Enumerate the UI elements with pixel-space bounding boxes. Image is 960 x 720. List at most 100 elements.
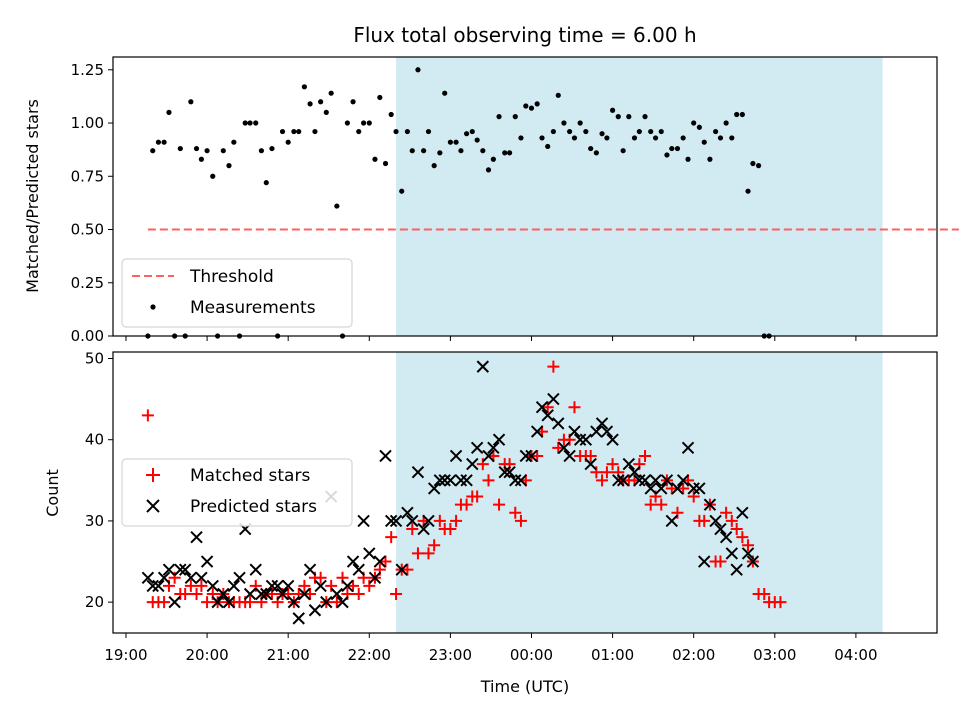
predicted-star-marker (422, 514, 435, 528)
x-tick-label: 04:00 (834, 646, 877, 664)
predicted-star-marker (730, 563, 743, 576)
predicted-star-marker (249, 563, 262, 576)
measurement-point (680, 135, 686, 141)
matched-star-marker (509, 506, 522, 519)
measurement-point (231, 139, 237, 145)
measurement-point (404, 128, 411, 135)
measurement-point (626, 114, 632, 120)
predicted-star-marker (190, 530, 203, 544)
predicted-star-marker (227, 579, 241, 593)
matched-star-marker (141, 409, 154, 422)
measurement-point (464, 131, 470, 137)
predicted-star-marker (541, 409, 554, 422)
matched-star-marker (600, 466, 613, 479)
predicted-star-marker (449, 449, 463, 463)
count-axes-frame (112, 351, 938, 634)
x-tick-label: 03:00 (753, 646, 796, 664)
measurement-point (615, 114, 621, 120)
y-tick-label: 20 (85, 593, 104, 611)
measurement-point (263, 180, 269, 186)
measurement-point (620, 148, 626, 154)
measurement-point (583, 128, 589, 135)
predicted-star-marker (665, 514, 679, 528)
ratio-panel: 0.00 0.25 0.50 0.75 1.00 1.25 Matched/Predict… (23, 56, 959, 345)
predicted-star-marker (671, 482, 684, 495)
predicted-star-marker (719, 530, 733, 544)
predicted-star-marker (736, 506, 749, 520)
predicted-star-marker (217, 587, 230, 601)
predicted-star-marker (379, 449, 392, 463)
predicted-star-marker (709, 514, 722, 528)
x-tick-label: 21:00 (267, 646, 310, 664)
predicted-star-marker (211, 595, 224, 609)
measurement-point (193, 145, 200, 152)
measurement-point (269, 145, 275, 152)
predicted-star-marker (233, 571, 246, 584)
predicted-star-marker (363, 547, 376, 560)
matched-star-marker (714, 555, 727, 568)
predicted-star-marker (514, 474, 528, 487)
measurement-point (528, 105, 535, 111)
measurement-point (253, 120, 259, 126)
measurement-point (604, 135, 610, 141)
predicted-star-marker (308, 604, 322, 617)
measurement-point (729, 135, 735, 141)
measurement-point (318, 99, 324, 105)
predicted-star-marker (628, 465, 641, 479)
predicted-star-marker (703, 498, 717, 511)
matched-star-marker (742, 539, 755, 552)
measurement-point (312, 128, 318, 135)
measurement-point (437, 150, 443, 156)
measurement-point (204, 148, 210, 154)
measurement-point (550, 128, 556, 135)
predicted-star-marker (427, 482, 441, 495)
predicted-star-marker (200, 555, 214, 568)
count-y-ticks: 20 30 40 50 (85, 349, 113, 611)
measurement-point (377, 94, 383, 101)
predicted-star-marker (698, 555, 711, 568)
measurement-point (648, 128, 654, 135)
matched-star-marker (411, 547, 424, 560)
measurement-point (356, 128, 362, 135)
measurement-point (723, 120, 729, 126)
measurement-point (717, 135, 724, 141)
predicted-star-marker (411, 465, 425, 479)
measurement-point (258, 148, 265, 154)
matched-star-marker (482, 474, 495, 487)
measurement-point (291, 128, 297, 135)
measurement-point (421, 148, 427, 154)
matched-star-marker (249, 579, 262, 592)
predicted-star-marker (146, 579, 159, 593)
measurement-point (523, 103, 529, 109)
measurement-point (334, 203, 340, 209)
predicted-star-marker (460, 474, 473, 487)
y-tick-label: 0.00 (71, 327, 104, 345)
predicted-star-marker (168, 595, 181, 609)
predicted-star-marker (741, 547, 755, 560)
predicted-star-marker (606, 433, 619, 446)
predicted-star-marker (482, 449, 495, 463)
matched-star-marker (774, 596, 787, 609)
measurement-point (631, 135, 638, 141)
predicted-star-marker (660, 474, 674, 487)
matched-star-marker (428, 539, 441, 552)
measurement-point (674, 145, 681, 152)
measurement-point (750, 160, 756, 167)
matched-star-marker (590, 466, 603, 479)
x-tick-label: 23:00 (429, 646, 472, 664)
predicted-star-marker (162, 563, 176, 576)
matched-star-marker (541, 401, 554, 414)
measurement-point (161, 139, 167, 145)
matched-star-marker (687, 490, 700, 503)
predicted-star-marker (368, 571, 382, 584)
measurement-point (685, 156, 691, 162)
predicted-star-marker (525, 449, 538, 463)
legend-threshold-label: Threshold (189, 267, 274, 287)
predicted-star-marker (563, 449, 576, 463)
matched-star-marker (476, 458, 489, 471)
ratio-legend-box (121, 258, 353, 328)
measurement-point (399, 188, 405, 194)
predicted-star-marker (336, 595, 349, 609)
chart-title: Flux total observing time = 6.00 h (353, 23, 696, 47)
